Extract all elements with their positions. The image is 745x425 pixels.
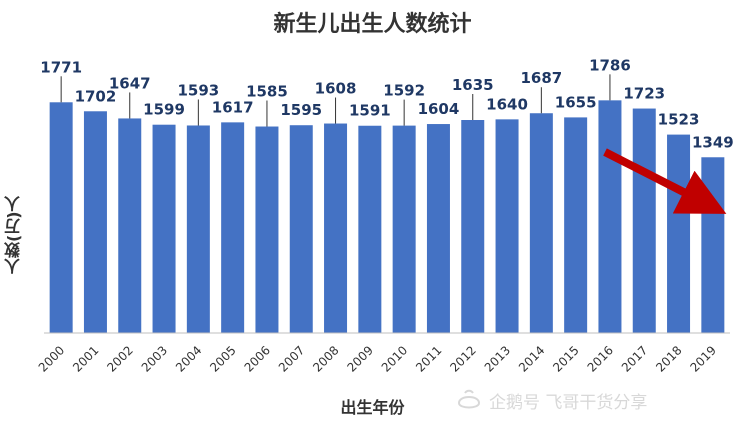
- value-label-2001: 1702: [75, 87, 117, 105]
- x-tick-label-2010: 2010: [379, 343, 410, 374]
- bar-2004: [186, 125, 210, 333]
- value-label-2002: 1647: [109, 74, 151, 92]
- bar-2002: [118, 118, 142, 334]
- x-tick-label-2000: 2000: [36, 343, 67, 374]
- bar-2003: [152, 124, 176, 333]
- value-label-2009: 1591: [349, 102, 391, 120]
- value-label-2006: 1585: [246, 83, 288, 101]
- chart-title: 新生儿出生人数统计: [273, 12, 472, 37]
- x-axis-label: 出生年份: [340, 398, 405, 417]
- value-label-2019: 1349: [692, 133, 734, 151]
- bar-2015: [564, 117, 588, 333]
- bar-2014: [529, 113, 553, 333]
- x-tick-label-2002: 2002: [104, 343, 135, 374]
- bar-2008: [324, 123, 348, 333]
- x-tick-label-2018: 2018: [653, 343, 684, 374]
- value-label-2018: 1523: [658, 111, 700, 129]
- x-tick-label-2001: 2001: [70, 343, 101, 374]
- x-tick-label-2009: 2009: [344, 343, 375, 374]
- bar-2009: [358, 125, 382, 334]
- x-tick-label-2007: 2007: [276, 343, 307, 374]
- value-label-2016: 1786: [589, 56, 631, 74]
- value-label-2015: 1655: [555, 93, 597, 111]
- x-tick-label-2014: 2014: [516, 343, 547, 374]
- x-tick-label-2004: 2004: [173, 343, 204, 374]
- x-tick-label-2008: 2008: [310, 343, 341, 374]
- x-tick-label-2006: 2006: [242, 343, 273, 374]
- x-tick-label-2017: 2017: [619, 343, 650, 374]
- x-tick-label-2016: 2016: [585, 343, 616, 374]
- value-label-2008: 1608: [315, 80, 357, 98]
- x-tick-label-2015: 2015: [550, 343, 581, 374]
- value-label-2003: 1599: [143, 101, 185, 119]
- value-label-2000: 1771: [40, 58, 82, 76]
- bar-2005: [221, 122, 245, 334]
- bar-2016: [598, 100, 622, 333]
- x-tick-label-2003: 2003: [139, 343, 170, 374]
- x-tick-label-2005: 2005: [207, 343, 238, 374]
- value-label-2014: 1687: [520, 69, 562, 87]
- value-label-2007: 1595: [280, 101, 322, 119]
- x-tick-label-2019: 2019: [687, 343, 718, 374]
- bar-2010: [392, 125, 416, 333]
- x-tick-label-2012: 2012: [447, 343, 478, 374]
- bar-2007: [289, 125, 313, 333]
- bar-2001: [83, 111, 107, 333]
- x-tick-label-2011: 2011: [413, 343, 444, 374]
- bar-2019: [701, 157, 725, 333]
- trend-arrow: [603, 148, 727, 214]
- bar-2011: [426, 124, 450, 334]
- value-label-2011: 1604: [418, 100, 460, 118]
- bar-2018: [667, 134, 691, 333]
- value-label-2004: 1593: [177, 81, 219, 99]
- value-label-2017: 1723: [623, 85, 665, 103]
- bar-2000: [49, 102, 73, 333]
- x-tick-label-2013: 2013: [482, 343, 513, 374]
- bar-2017: [632, 108, 656, 333]
- bar-2012: [461, 120, 485, 333]
- watermark: 企鹅号 飞哥干货分享: [455, 388, 647, 413]
- value-label-2012: 1635: [452, 76, 494, 94]
- bar-2006: [255, 126, 279, 333]
- value-label-2010: 1592: [383, 82, 425, 100]
- bar-2013: [495, 119, 519, 334]
- value-label-2013: 1640: [486, 95, 528, 113]
- watermark-text: 企鹅号 飞哥干货分享: [489, 393, 648, 413]
- penguin-logo-icon: [457, 389, 481, 408]
- value-label-2005: 1617: [212, 98, 254, 116]
